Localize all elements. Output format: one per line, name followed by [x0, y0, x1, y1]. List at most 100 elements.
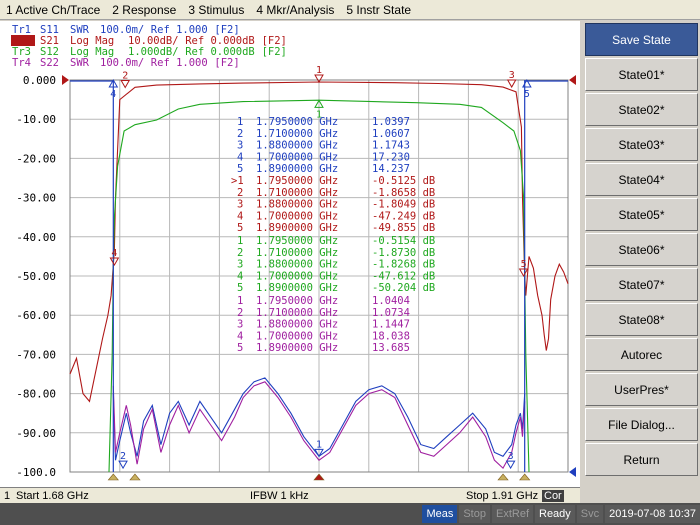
softkey-state01[interactable]: State01* — [585, 58, 698, 91]
marker-val: 1.1743 — [372, 140, 410, 152]
marker-freq: 1.8800000 GHz — [256, 319, 338, 331]
marker-number: 3 — [509, 70, 515, 81]
marker-mk: 5 — [237, 222, 243, 234]
marker-mk: 2 — [237, 128, 243, 140]
marker-table-row: 2 1.7100000 GHz -1.8730 dB — [237, 247, 435, 259]
menu-item-3[interactable]: 3 Stimulus — [188, 2, 245, 17]
marker-freq: 1.7100000 GHz — [256, 187, 338, 199]
trace-fmt: SWR — [70, 57, 90, 69]
softkey-autorec[interactable]: Autorec — [585, 338, 698, 371]
marker-table-row: 4 1.7000000 GHz -47.249 dB — [237, 210, 435, 222]
marker-mk: 5 — [237, 163, 243, 175]
trace-line-3 — [112, 381, 526, 469]
marker-table-row: 3 1.8800000 GHz 1.1743 — [237, 140, 410, 152]
marker-number: 5 — [521, 259, 527, 270]
marker-freq: 1.7950000 GHz — [256, 235, 338, 247]
trace-scale: 100.0m/ — [100, 24, 144, 36]
marker-freq: 1.7100000 GHz — [256, 247, 338, 259]
y-tick-label: -70.00 — [16, 348, 56, 361]
trace-ref: Ref 0.000dB — [185, 46, 255, 58]
trace-fmt: Log Mag — [70, 35, 114, 47]
marker-freq: 1.7100000 GHz — [256, 128, 338, 140]
marker-mk: 2 — [237, 187, 243, 199]
trace-param: S11 — [40, 24, 59, 36]
marker-val: 14.237 — [372, 163, 410, 175]
marker-icon — [108, 78, 119, 88]
marker-freq: 1.8800000 GHz — [256, 199, 338, 211]
marker-mk: 4 — [237, 270, 243, 282]
trace-ref: Ref 0.000dB — [185, 35, 255, 47]
trace-id: Tr4 — [12, 57, 31, 69]
softkey-state05[interactable]: State05* — [585, 198, 698, 231]
marker-freq: 1.8900000 GHz — [256, 342, 338, 354]
marker-val: 1.0607 — [372, 128, 410, 140]
marker-mk: 2 — [237, 247, 243, 259]
trace-param: S12 — [40, 46, 59, 58]
softkey-return[interactable]: Return — [585, 443, 698, 476]
y-tick-label: -10.00 — [16, 113, 56, 126]
start-frequency[interactable]: Start 1.68 GHz — [16, 489, 89, 502]
menu-item-4[interactable]: 4 Mkr/Analysis — [256, 2, 335, 17]
marker-mk: 3 — [237, 199, 243, 211]
marker-table-row: 4 1.7000000 GHz 17.230 — [237, 151, 410, 163]
active-trace-highlight — [11, 35, 35, 46]
marker-freq: 1.7100000 GHz — [256, 307, 338, 319]
menu-item-2[interactable]: 2 Response — [112, 2, 177, 17]
marker-number: 1 — [316, 439, 322, 450]
marker-mk: 4 — [237, 151, 243, 163]
marker-icon — [521, 78, 532, 88]
stop-frequency[interactable]: Stop 1.91 GHz — [466, 489, 539, 502]
marker-table-row: 2 1.7100000 GHz -1.8658 dB — [237, 187, 435, 199]
y-tick-label: -100.0 — [16, 466, 56, 479]
trace-param: S21 — [40, 35, 59, 47]
marker-mk: 1 — [237, 116, 243, 128]
y-tick-label: -60.00 — [16, 309, 56, 322]
marker-val: -0.5125 dB — [372, 175, 435, 187]
marker-freq: 1.8800000 GHz — [256, 259, 338, 271]
softkey-state06[interactable]: State06* — [585, 233, 698, 266]
trace-plot: 0.000 -10.00 -20.00 -30.00 -40.00 -50.00 -60.0… — [11, 24, 576, 481]
trace-line-2 — [112, 377, 526, 461]
softkey-userpres[interactable]: UserPres* — [585, 373, 698, 406]
marker-icon — [505, 460, 516, 470]
stimulus-marker-icon — [519, 473, 531, 481]
marker-freq: 1.8800000 GHz — [256, 140, 338, 152]
marker-freq: 1.7000000 GHz — [256, 151, 338, 163]
softkey-file-dialog[interactable]: File Dialog... — [585, 408, 698, 441]
marker-val: 18.038 — [372, 330, 410, 342]
reference-level-icon — [62, 75, 69, 85]
marker-table-row: 2 1.7100000 GHz 1.0734 — [237, 307, 410, 319]
plot-frame — [69, 79, 569, 473]
reference-level-icon — [569, 467, 576, 477]
trace-id: Tr1 — [12, 24, 31, 36]
marker-table-row: 3 1.8800000 GHz -1.8049 dB — [237, 199, 435, 211]
softkey-state04[interactable]: State04* — [585, 163, 698, 196]
marker-mk: 3 — [237, 259, 243, 271]
trace-header-tr1[interactable]: Tr1 S11 SWR 100.0m/Ref 1.000 [F2] — [12, 24, 240, 36]
stimulus-marker-icon — [313, 473, 325, 481]
trace-header-tr3[interactable]: Tr3 S12 Log Mag 1.000dB/Ref 0.000dB [F2] — [12, 46, 287, 58]
marker-mk: 4 — [237, 330, 243, 342]
marker-mk: 5 — [237, 282, 243, 294]
marker-icon — [109, 257, 120, 267]
softkey-state03[interactable]: State03* — [585, 128, 698, 161]
marker-val: 1.0404 — [372, 295, 410, 307]
marker-freq: 1.7000000 GHz — [256, 210, 338, 222]
trace-tag: [F2] — [262, 46, 287, 58]
marker-table-row: 1 1.7950000 GHz 1.0397 — [237, 116, 410, 128]
ifbw[interactable]: IFBW 1 kHz — [250, 489, 309, 502]
softkey-state02[interactable]: State02* — [585, 93, 698, 126]
menu-item-1[interactable]: 1 Active Ch/Trace — [6, 2, 101, 17]
menu-item-5[interactable]: 5 Instr State — [346, 2, 412, 17]
softkey-state08[interactable]: State08* — [585, 303, 698, 336]
marker-table-row: 4 1.7000000 GHz 18.038 — [237, 330, 410, 342]
stimulus-marker-icon — [107, 473, 119, 481]
instrument-status-bar: Meas Stop ExtRef Ready Svc 2019-07-08 10… — [0, 503, 700, 525]
softkey-state07[interactable]: State07* — [585, 268, 698, 301]
y-tick-label: -20.00 — [16, 152, 56, 165]
marker-number: 1 — [316, 65, 322, 76]
marker-number: 4 — [111, 248, 117, 259]
datetime: 2019-07-08 10:37 — [605, 505, 700, 523]
trace-header-tr4[interactable]: Tr4 S22 SWR 100.0m/Ref 1.000 [F2] — [12, 57, 240, 69]
marker-table-row: 5 1.8900000 GHz 13.685 — [237, 342, 410, 354]
